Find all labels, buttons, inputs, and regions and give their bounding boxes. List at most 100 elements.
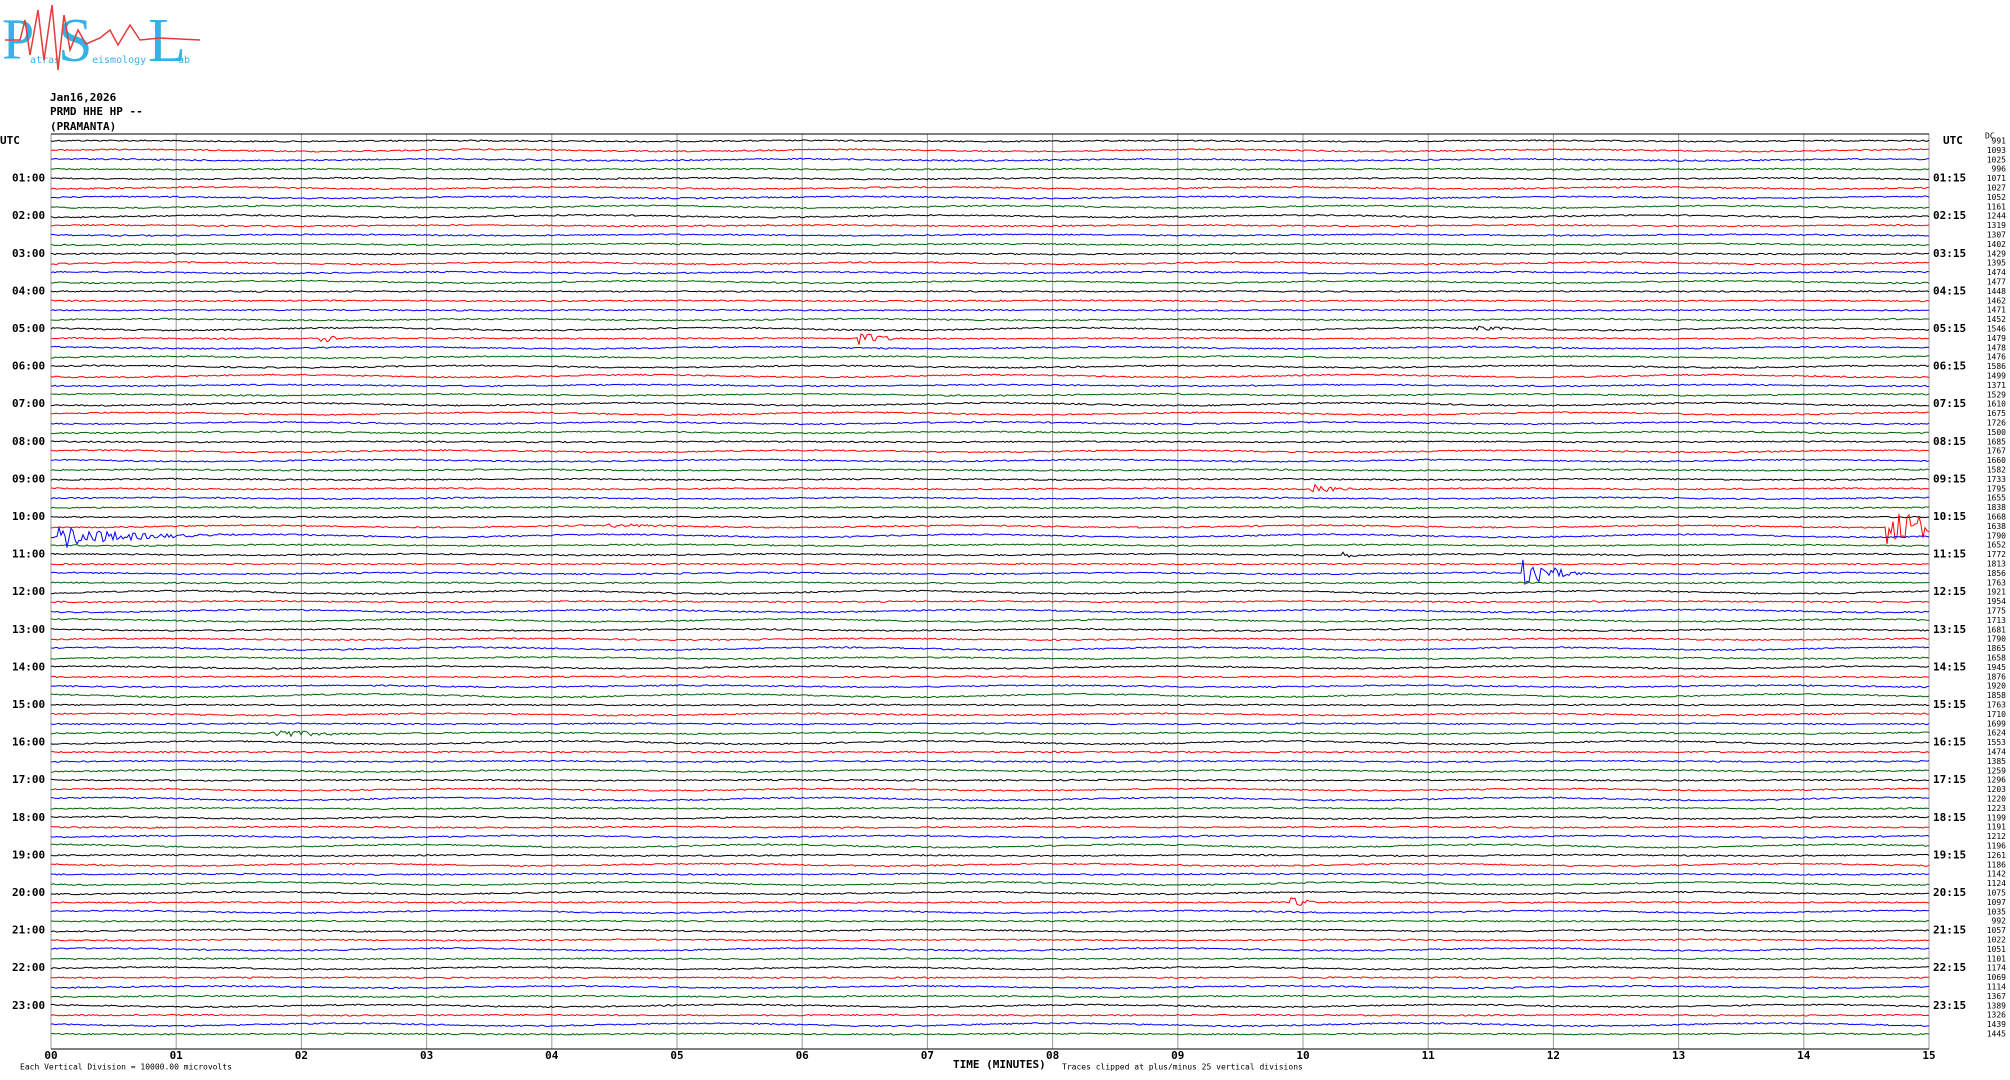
trace: [50, 449, 1930, 454]
dc-value: 1071: [1987, 174, 2006, 183]
trace: [50, 806, 1930, 811]
trace: [50, 815, 1930, 821]
right-time-label: 04:15: [1933, 284, 1966, 297]
trace: [50, 430, 1930, 435]
dc-value: 1813: [1987, 560, 2006, 569]
trace: [50, 506, 1930, 510]
x-tick-label: 04: [545, 1049, 559, 1062]
dc-value: 1385: [1987, 757, 2006, 766]
trace: [51, 599, 1930, 604]
trace: [50, 420, 1930, 426]
trace: [50, 223, 1930, 228]
dc-value: 1114: [1987, 983, 2006, 992]
trace: [50, 750, 1930, 754]
trace: [50, 299, 1930, 303]
dc-value: 1371: [1987, 381, 2006, 390]
trace: [51, 627, 1930, 632]
trace: [50, 843, 1930, 849]
trace: [50, 333, 1930, 345]
trace: [50, 665, 1930, 670]
trace: [50, 778, 1930, 782]
dc-value: 1658: [1987, 654, 2006, 663]
dc-value: 1775: [1987, 607, 2006, 616]
right-time-label: 10:15: [1933, 510, 1966, 523]
dc-value: 1196: [1987, 842, 2006, 851]
dc-value: 1954: [1987, 597, 2006, 606]
left-time-label: 12:00: [12, 585, 45, 598]
dc-value: 1052: [1987, 193, 2006, 202]
right-time-label: 22:15: [1933, 961, 1966, 974]
dc-value: 1699: [1987, 719, 2006, 728]
date: Jan16,2026: [50, 91, 117, 104]
dc-value: 1499: [1987, 372, 2006, 381]
trace: [50, 383, 1930, 388]
dc-value: 1101: [1987, 954, 2006, 963]
trace: [51, 957, 1930, 961]
trace: [50, 526, 1930, 548]
dc-value: 1767: [1987, 447, 2006, 456]
clip-note: Traces clipped at plus/minus 25 vertical…: [1062, 1063, 1303, 1072]
trace: [50, 825, 1930, 829]
dc-value: 1681: [1987, 625, 2006, 634]
right-time-label: 11:15: [1933, 548, 1966, 561]
trace: [50, 364, 1930, 369]
x-tick-label: 02: [295, 1049, 308, 1062]
dc-value: 1638: [1987, 522, 2006, 531]
dc-value: 1945: [1987, 663, 2006, 672]
dc-value: 1027: [1987, 184, 2006, 193]
trace: [50, 148, 1930, 153]
dc-value: 1529: [1987, 390, 2006, 399]
dc-value: 992: [1992, 917, 2007, 926]
dc-value: 1051: [1987, 945, 2006, 954]
trace: [50, 176, 1930, 181]
trace: [50, 551, 1930, 558]
dc-value: 1097: [1987, 898, 2006, 907]
dc-value: 991: [1992, 137, 2007, 146]
trace: [50, 139, 1930, 143]
trace: [50, 919, 1930, 923]
trace: [50, 468, 1930, 472]
dc-value: 1326: [1987, 1011, 2006, 1020]
trace: [50, 1022, 1930, 1028]
x-tick-label: 08: [1046, 1049, 1059, 1062]
trace: [50, 1003, 1930, 1009]
trace: [50, 984, 1930, 990]
dc-value: 1624: [1987, 729, 2006, 738]
dc-value: 1259: [1987, 766, 2006, 775]
trace: [50, 204, 1929, 210]
dc-value: 1203: [1987, 785, 2006, 794]
left-time-label: 04:00: [12, 284, 45, 297]
left-axis-title: UTC: [0, 134, 20, 147]
grid: [50, 133, 1930, 1050]
dc-value: 1795: [1987, 484, 2006, 493]
dc-value: 1452: [1987, 315, 2006, 324]
trace: [50, 515, 1929, 519]
x-tick-label: 03: [420, 1049, 433, 1062]
trace: [50, 947, 1930, 952]
dc-value: 1713: [1987, 616, 2006, 625]
left-time-label: 03:00: [12, 247, 45, 260]
dc-value: 1174: [1987, 964, 2006, 973]
left-time-label: 13:00: [12, 623, 45, 636]
dc-value: 1500: [1987, 428, 2006, 437]
trace: [50, 834, 1930, 839]
dc-value: 1790: [1987, 531, 2006, 540]
dc-value: 1244: [1987, 212, 2006, 221]
right-time-label: 05:15: [1933, 322, 1966, 335]
trace: [50, 862, 1930, 868]
x-tick-label: 07: [921, 1049, 934, 1062]
dc-value: 1763: [1987, 701, 2006, 710]
trace: [50, 965, 1930, 971]
dc-value: 1474: [1987, 268, 2006, 277]
dc-value: 1763: [1987, 578, 2006, 587]
dc-value: 1474: [1987, 748, 2006, 757]
trace: [50, 730, 1930, 738]
left-time-label: 17:00: [12, 773, 45, 786]
left-time-label: 19:00: [12, 848, 45, 861]
trace: [50, 242, 1930, 247]
x-tick-label: 09: [1171, 1049, 1184, 1062]
dc-value: 1586: [1987, 362, 2006, 371]
dc-value: 1319: [1987, 221, 2006, 230]
dc-title: DC: [1985, 132, 1995, 141]
trace: [50, 739, 1930, 746]
